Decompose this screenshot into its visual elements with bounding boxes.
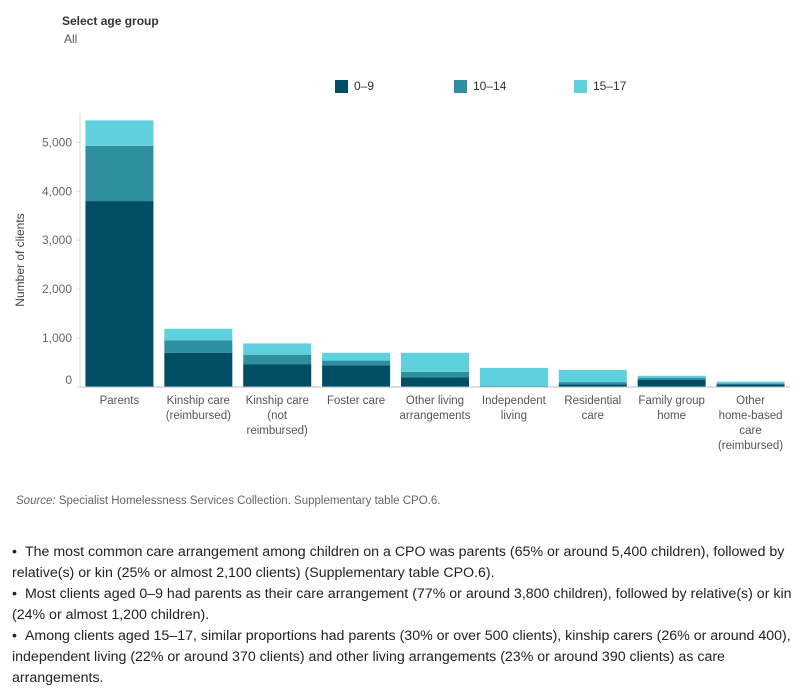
source-text: Specialist Homelessness Services Collect… xyxy=(55,495,441,507)
bar-segment xyxy=(322,360,391,366)
bar-segment xyxy=(164,352,233,387)
y-tick-label: 5,000 xyxy=(42,135,72,149)
legend-swatch-0-9 xyxy=(335,79,348,93)
bullet-text: Most clients aged 0–9 had parents as the… xyxy=(12,586,792,623)
x-tick-label: arrangements xyxy=(400,410,471,422)
y-tick-label: 3,000 xyxy=(42,233,72,247)
age-group-filter[interactable]: Select age group All xyxy=(62,14,159,46)
x-tick-label: Kinship care xyxy=(246,395,309,407)
bar-segment xyxy=(479,386,548,387)
x-tick-label: Residential xyxy=(564,395,621,407)
bar-segment xyxy=(401,377,469,387)
bar-segment xyxy=(401,352,469,372)
x-tick-label: living xyxy=(501,410,527,422)
legend-item-0-9[interactable]: 0–9 xyxy=(335,79,374,93)
bar-segment xyxy=(243,343,312,355)
bar-segment xyxy=(716,384,785,387)
x-tick-label: Parents xyxy=(100,395,140,407)
x-tick-label: reimbursed) xyxy=(247,425,309,437)
filter-value[interactable]: All xyxy=(64,32,78,46)
y-axis-title: Number of clients xyxy=(13,213,27,306)
x-tick-label: care xyxy=(739,425,761,437)
bullet-item: • The most common care arrangement among … xyxy=(12,544,785,581)
bar-segment xyxy=(716,381,785,384)
bullet-text: Among clients aged 15–17, similar propor… xyxy=(12,628,791,686)
source-note: Source: Specialist Homelessness Services… xyxy=(16,495,440,507)
legend-label-10-14: 10–14 xyxy=(473,79,507,93)
bar-segment xyxy=(322,352,391,361)
bullet-item: • Among clients aged 15–17, similar propo… xyxy=(12,628,791,686)
bar-segment xyxy=(85,201,154,387)
legend-item-15-17[interactable]: 15–17 xyxy=(574,79,626,93)
source-prefix: Source: xyxy=(16,495,56,507)
x-tick-label: home-based xyxy=(719,410,783,422)
bar-segment xyxy=(164,340,233,353)
bar-segment xyxy=(401,371,469,378)
bullet-text: The most common care arrangement among c… xyxy=(12,544,785,581)
y-tick-label: 0 xyxy=(65,373,72,387)
legend-item-10-14[interactable]: 10–14 xyxy=(454,79,506,93)
summary-bullets: • The most common care arrangement among … xyxy=(12,542,792,689)
bar-segment xyxy=(558,382,627,385)
x-tick-label: Independent xyxy=(482,395,547,407)
x-tick-label: Foster care xyxy=(327,395,385,407)
filter-label: Select age group xyxy=(62,14,159,28)
y-tick-label: 2,000 xyxy=(42,282,72,296)
x-tick-label: Family group xyxy=(638,395,704,407)
y-tick-label: 4,000 xyxy=(42,184,72,198)
bar-segment xyxy=(164,328,233,341)
x-tick-label: Kinship care xyxy=(167,395,230,407)
bar-segment xyxy=(85,120,154,146)
x-tick-label: home xyxy=(657,410,686,422)
bar-segment xyxy=(243,354,312,365)
legend-swatch-15-17 xyxy=(574,79,587,93)
x-tick-label: Other xyxy=(736,395,765,407)
legend-swatch-10-14 xyxy=(454,79,467,93)
legend-label-15-17: 15–17 xyxy=(593,79,627,93)
bar-segment xyxy=(479,367,548,387)
x-tick-label: care xyxy=(582,410,604,422)
bar-segment xyxy=(558,369,627,383)
bar-segment xyxy=(637,377,706,380)
x-tick-label: (reimbursed) xyxy=(166,410,231,422)
chart-legend: 0–9 10–14 15–17 xyxy=(0,79,800,99)
x-tick-label: Other living xyxy=(406,395,464,407)
y-tick-label: 1,000 xyxy=(42,331,72,345)
bar-segment xyxy=(637,379,706,387)
bar-segment xyxy=(243,364,312,387)
legend-label-0-9: 0–9 xyxy=(354,79,375,93)
x-tick-label: (not xyxy=(267,410,288,422)
bar-segment xyxy=(716,383,785,385)
x-tick-label: (reimbursed) xyxy=(718,440,783,452)
stacked-bar-chart: 0 1,000 2,000 3,000 4,000 5,000 Number of clie… xyxy=(13,113,790,452)
bar-segment xyxy=(558,384,627,387)
bar-segment xyxy=(85,145,154,202)
bullet-item: • Most clients aged 0–9 had parents as th… xyxy=(12,586,792,623)
bar-segment xyxy=(637,375,706,378)
bar-segment xyxy=(322,365,391,387)
